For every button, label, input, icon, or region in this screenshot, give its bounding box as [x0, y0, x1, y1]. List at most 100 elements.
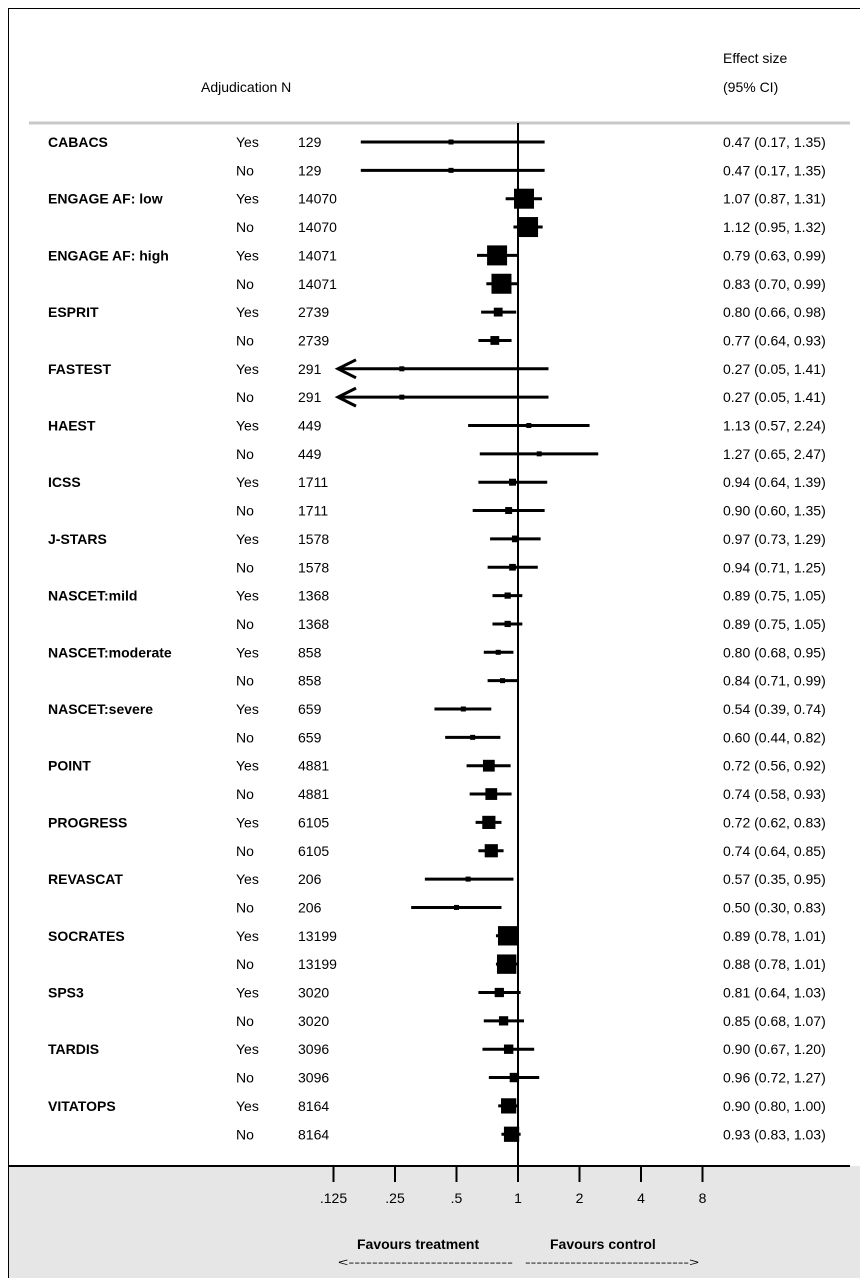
n-cell: 1578 [298, 559, 329, 575]
effect-size-cell: 1.07 (0.87, 1.31) [723, 191, 826, 207]
point-estimate [500, 678, 506, 684]
point-estimate [487, 245, 508, 266]
effect-size-cell: 0.88 (0.78, 1.01) [723, 956, 826, 972]
x-tick-label: .125 [320, 1190, 347, 1206]
effect-size-cell: 0.27 (0.05, 1.41) [723, 361, 826, 377]
n-cell: 3020 [298, 1013, 329, 1029]
favours-treatment-label: Favours treatment [357, 1236, 479, 1252]
study-label: HAEST [48, 418, 96, 434]
adjudication-cell: No [236, 219, 254, 235]
study-label: REVASCAT [48, 871, 123, 887]
effect-size-cell: 0.72 (0.56, 0.92) [723, 758, 826, 774]
n-cell: 2739 [298, 304, 329, 320]
effect-size-cell: 0.93 (0.83, 1.03) [723, 1126, 826, 1142]
adjudication-cell: No [236, 1070, 254, 1086]
point-estimate [485, 788, 498, 800]
effect-size-cell: 0.90 (0.60, 1.35) [723, 503, 826, 519]
point-estimate [514, 188, 535, 209]
study-label: ESPRIT [48, 304, 99, 320]
adjudication-cell: No [236, 559, 254, 575]
n-cell: 6105 [298, 843, 329, 859]
adjudication-cell: Yes [236, 474, 259, 490]
effect-size-cell: 0.54 (0.39, 0.74) [723, 701, 826, 717]
marks-layer [334, 139, 599, 1142]
study-label: ENGAGE AF: low [48, 191, 163, 207]
n-cell: 4881 [298, 786, 329, 802]
adjudication-cell: Yes [236, 758, 259, 774]
ci-arrow [334, 386, 357, 408]
n-cell: 129 [298, 134, 322, 150]
n-cell: 449 [298, 418, 322, 434]
effect-size-cell: 0.90 (0.80, 1.00) [723, 1098, 826, 1114]
effect-size-cell: 0.81 (0.64, 1.03) [723, 985, 826, 1001]
point-estimate [482, 759, 495, 772]
n-cell: 8164 [298, 1098, 329, 1114]
study-label: POINT [48, 758, 91, 774]
x-tick-label: .25 [385, 1190, 405, 1206]
axis-panel [9, 1166, 860, 1278]
x-tick-label: 2 [576, 1190, 584, 1206]
x-tick-label: 8 [699, 1190, 707, 1206]
adjudication-cell: Yes [236, 928, 259, 944]
effect-size-cell: 0.74 (0.58, 0.93) [723, 786, 826, 802]
effect-size-cell: 0.80 (0.68, 0.95) [723, 644, 826, 660]
adjudication-cell: No [236, 729, 254, 745]
adjudication-cell: No [236, 673, 254, 689]
n-cell: 858 [298, 644, 322, 660]
adjudication-cell: Yes [236, 701, 259, 717]
n-cell: 14070 [298, 219, 337, 235]
adjudication-cell: No [236, 956, 254, 972]
adjudication-cell: Yes [236, 531, 259, 547]
effect-size-cell: 1.27 (0.65, 2.47) [723, 446, 826, 462]
point-estimate [509, 1072, 520, 1083]
point-estimate [536, 451, 542, 457]
effect-size-cell: 0.74 (0.64, 0.85) [723, 843, 826, 859]
point-estimate [448, 139, 454, 145]
effect-size-cell: 0.60 (0.44, 0.82) [723, 729, 826, 745]
effect-size-cell: 0.72 (0.62, 0.83) [723, 814, 826, 830]
n-cell: 858 [298, 673, 322, 689]
adjudication-cell: Yes [236, 361, 259, 377]
adjudication-cell: Yes [236, 304, 259, 320]
x-tick-label: .5 [451, 1190, 463, 1206]
effect-size-cell: 0.50 (0.30, 0.83) [723, 899, 826, 915]
effect-size-cell: 0.96 (0.72, 1.27) [723, 1070, 826, 1086]
point-estimate [454, 904, 459, 910]
n-cell: 3096 [298, 1070, 329, 1086]
point-estimate [491, 273, 512, 294]
adjudication-cell: No [236, 616, 254, 632]
ci-header: (95% CI) [723, 79, 778, 95]
point-estimate [504, 592, 511, 599]
n-cell: 13199 [298, 956, 337, 972]
effect-size-cell: 0.47 (0.17, 1.35) [723, 134, 826, 150]
effect-size-cell: 0.83 (0.70, 0.99) [723, 276, 826, 292]
n-cell: 291 [298, 361, 322, 377]
adjudication-cell: Yes [236, 814, 259, 830]
n-cell: 1368 [298, 588, 329, 604]
n-cell: 129 [298, 162, 322, 178]
n-cell: 1368 [298, 616, 329, 632]
favours-control-label: Favours control [550, 1236, 656, 1252]
n-cell: 659 [298, 701, 322, 717]
point-estimate [399, 366, 405, 372]
effect-size-cell: 0.77 (0.64, 0.93) [723, 332, 826, 348]
study-label: CABACS [48, 134, 108, 150]
point-estimate [484, 844, 498, 858]
study-label: PROGRESS [48, 814, 127, 830]
x-axis: .125 .25 .5 1 2 4 8 [320, 1166, 707, 1206]
point-estimate [511, 535, 519, 543]
adjudication-cell: No [236, 1126, 254, 1142]
point-estimate [509, 563, 516, 571]
study-label: NASCET:moderate [48, 644, 172, 660]
n-cell: 1711 [298, 474, 328, 490]
adjudication-cell: Yes [236, 588, 259, 604]
effect-size-cell: 0.94 (0.71, 1.25) [723, 559, 826, 575]
point-estimate [497, 926, 518, 946]
study-label: ENGAGE AF: high [48, 247, 169, 263]
adjudication-cell: Yes [236, 1041, 259, 1057]
adjudication-cell: No [236, 162, 254, 178]
adjudication-cell: No [236, 899, 254, 915]
effect-size-cell: 0.57 (0.35, 0.95) [723, 871, 826, 887]
n-cell: 6105 [298, 814, 329, 830]
point-estimate [503, 1044, 514, 1054]
